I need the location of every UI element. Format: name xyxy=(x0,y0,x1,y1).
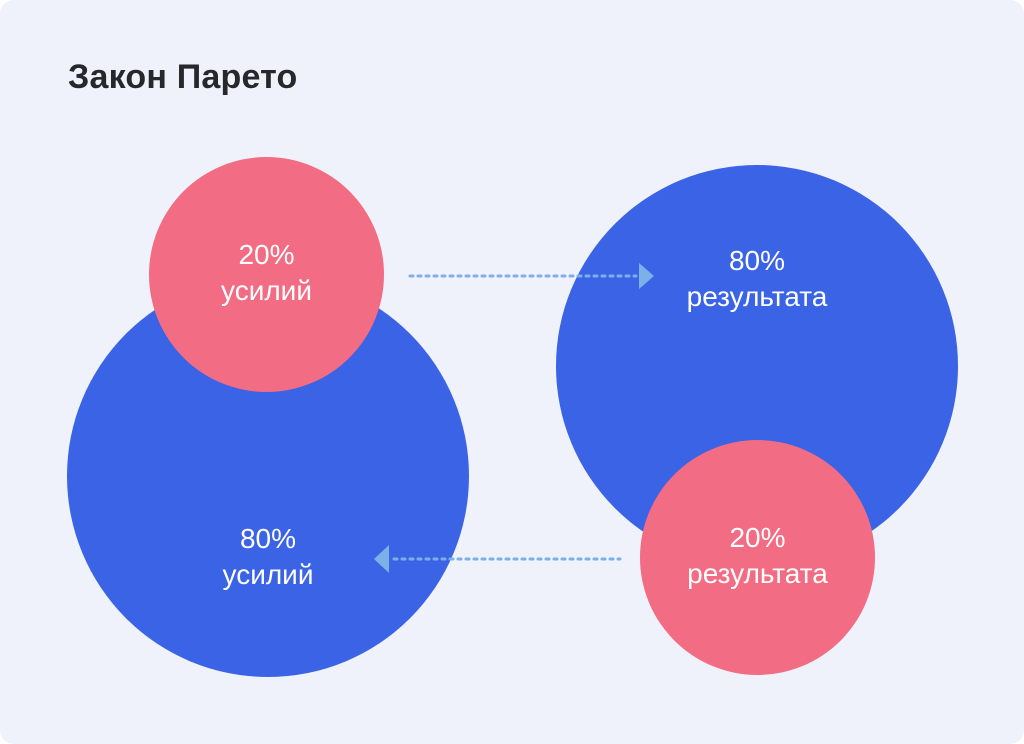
arrow-left-icon xyxy=(374,545,622,573)
result-80-percent: 80% xyxy=(728,245,786,276)
effort-80-text: усилий xyxy=(222,559,314,590)
effort-20-percent: 20% xyxy=(238,239,295,270)
circle-result-20-label: 20% результата xyxy=(640,520,875,592)
result-80-text: результата xyxy=(686,281,828,312)
circle-result-80-label: 80% результата xyxy=(556,243,958,315)
circle-effort-20: 20% усилий xyxy=(149,157,384,392)
circle-effort-20-label: 20% усилий xyxy=(149,237,384,309)
effort-20-text: усилий xyxy=(221,275,312,306)
effort-80-percent: 80% xyxy=(239,523,297,554)
circle-result-20: 20% результата xyxy=(640,440,875,675)
arrow-right-icon xyxy=(408,263,654,289)
result-20-text: результата xyxy=(687,558,828,589)
result-20-percent: 20% xyxy=(729,522,786,553)
page-title: Закон Парето xyxy=(68,58,298,96)
circle-effort-80-label: 80% усилий xyxy=(67,521,469,593)
